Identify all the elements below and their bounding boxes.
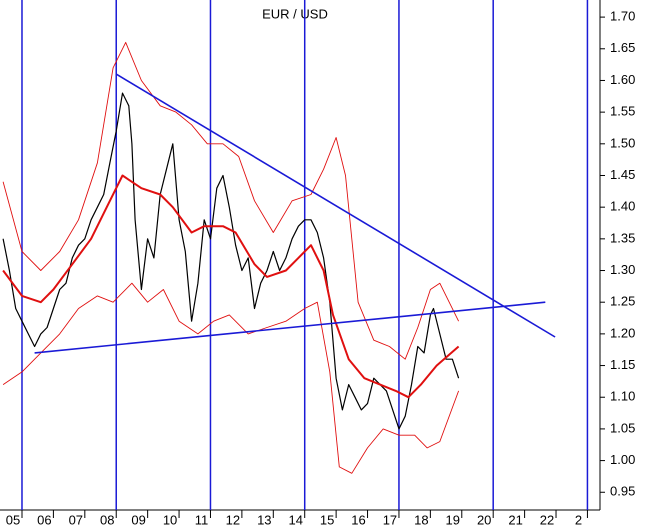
x-tick-label: 07 [69,512,83,527]
x-tick-label: 2 [575,512,582,527]
y-tick-label: 1.60 [610,72,635,87]
y-tick-label: 1.65 [610,40,635,55]
y-tick-label: 1.25 [610,294,635,309]
y-tick-label: 1.45 [610,167,635,182]
x-tick-label: 19 [446,512,460,527]
x-tick-label: 18 [414,512,428,527]
x-tick-label: 06 [37,512,51,527]
y-tick-label: 0.95 [610,484,635,499]
x-tick-label: 08 [100,512,114,527]
series-line [2,282,460,474]
chart-title: EUR / USD [262,6,328,21]
y-tick-label: 1.10 [610,389,635,404]
x-tick-label: 22 [540,512,554,527]
x-tick-label: 16 [351,512,365,527]
y-tick-label: 1.50 [610,135,635,150]
x-tick-label: 21 [508,512,522,527]
x-tick-label: 12 [226,512,240,527]
y-tick-label: 1.05 [610,420,635,435]
series-line [2,174,460,399]
y-tick-label: 1.70 [610,9,635,24]
x-tick-label: 14 [288,512,302,527]
series-line [115,73,556,338]
series-line [34,301,546,354]
y-tick-label: 1.20 [610,325,635,340]
y-tick-label: 1.40 [610,199,635,214]
y-tick-label: 1.30 [610,262,635,277]
x-tick-label: 05 [6,512,20,527]
x-tick-label: 20 [477,512,491,527]
x-tick-label: 09 [131,512,145,527]
y-tick-label: 1.35 [610,230,635,245]
y-tick-label: 1.55 [610,104,635,119]
x-tick-label: 11 [195,512,209,527]
x-tick-label: 17 [383,512,397,527]
x-tick-label: 10 [163,512,177,527]
series-line [2,92,460,430]
series-line [2,41,460,360]
y-tick-label: 1.15 [610,357,635,372]
x-tick-label: 13 [257,512,271,527]
y-tick-label: 1.00 [610,452,635,467]
x-tick-label: 15 [320,512,334,527]
